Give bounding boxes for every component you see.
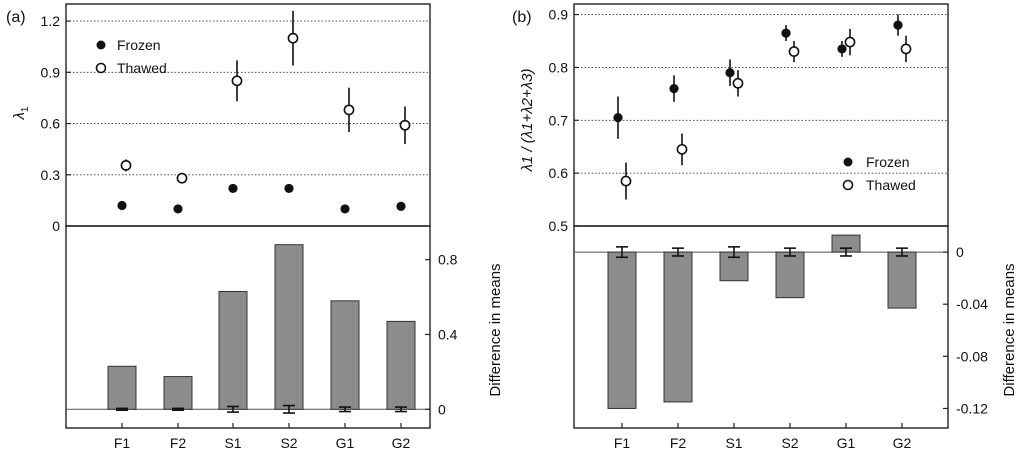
x-tick-label: F2	[170, 435, 187, 451]
panel-a-y-label-symbol: λ	[11, 112, 28, 120]
legend-thawed-marker-a	[95, 62, 107, 74]
x-tick-label: S2	[781, 435, 798, 451]
y-tick-label: 0.8	[549, 59, 569, 75]
point-thawed	[176, 172, 188, 184]
panel-b-top-y-axis: 0.5 0.6 0.7 0.8 0.9	[549, 7, 579, 234]
bar	[107, 365, 137, 410]
bar	[218, 290, 248, 410]
legend-thawed-marker-b	[842, 179, 854, 191]
x-tick-label: F1	[114, 435, 131, 451]
point-thawed	[900, 43, 912, 55]
legend-frozen-marker-b	[843, 157, 853, 167]
point-thawed	[231, 75, 243, 87]
point-thawed	[287, 32, 299, 44]
point-frozen	[613, 113, 623, 123]
panel-a-label: (a)	[6, 9, 26, 26]
bar	[386, 320, 416, 410]
x-tick-label: F2	[670, 435, 687, 451]
y-tick-label: 0.3	[41, 167, 61, 183]
y-tick-label-right: 0	[956, 244, 964, 260]
panel-a-points	[117, 10, 411, 214]
x-tick-label: G1	[837, 435, 856, 451]
panel-b-y-axis-label: λ1 / (λ1+λ2+λ3)	[519, 69, 536, 173]
y-tick-label-right: 0.8	[438, 252, 458, 268]
panel-b-right-axis-label: Difference in means	[1001, 263, 1018, 396]
x-tick-label: G1	[336, 435, 355, 451]
x-tick-label: G2	[392, 435, 411, 451]
point-frozen	[173, 204, 183, 214]
legend-thawed-label-b: Thawed	[866, 177, 916, 193]
panel-a-right-axis-label: Difference in means	[487, 263, 504, 396]
panel-a-top-y-axis: 0 0.3 0.6 0.9 1.2	[41, 13, 71, 234]
panel-a-gridlines	[66, 20, 430, 176]
y-tick-label-right: -0.12	[956, 400, 988, 416]
panel-b-gridlines	[574, 14, 948, 174]
legend-frozen-marker-a	[96, 40, 106, 50]
point-thawed	[399, 119, 411, 131]
y-tick-label: 0.5	[549, 218, 569, 234]
point-thawed	[788, 46, 800, 57]
legend-frozen-label-b: Frozen	[866, 154, 910, 170]
x-tick-label: F1	[614, 435, 631, 451]
y-tick-label: 0.9	[41, 64, 61, 80]
legend-thawed-label-a: Thawed	[117, 60, 167, 76]
x-tick-label: G2	[893, 435, 912, 451]
legend-frozen-label-a: Frozen	[117, 37, 161, 53]
bar	[330, 300, 360, 410]
panel-b-bottom-y-axis: 0 -0.04 -0.08 -0.12	[943, 244, 988, 416]
point-thawed	[120, 159, 132, 171]
panel-b-label: (b)	[512, 9, 532, 26]
x-tick-label: S2	[280, 435, 297, 451]
panel-a-bars	[66, 244, 430, 414]
panel-b-bottom-frame	[573, 225, 949, 429]
point-frozen	[284, 183, 294, 194]
x-tick-label: S1	[725, 435, 742, 451]
point-frozen	[396, 201, 406, 211]
panel-a-y-axis-label: λ1	[11, 106, 31, 120]
y-tick-label: 0.9	[549, 7, 569, 23]
x-tick-label: S1	[224, 435, 241, 451]
panel-a-legend: Frozen Thawed	[95, 37, 167, 76]
point-thawed	[844, 36, 856, 48]
y-tick-label: 0	[52, 218, 60, 234]
panel-a-bottom-frame	[65, 225, 431, 429]
y-tick-label-right: 0	[438, 401, 446, 417]
point-thawed	[732, 77, 744, 89]
point-frozen	[893, 20, 903, 30]
point-frozen	[669, 83, 679, 94]
y-tick-label: 0.6	[549, 165, 569, 181]
panel-a-y-label-subscript: 1	[20, 106, 31, 112]
point-thawed	[620, 175, 632, 187]
bar	[775, 251, 805, 299]
point-frozen	[781, 28, 791, 38]
y-tick-label-right: 0.4	[438, 326, 458, 342]
point-frozen	[725, 68, 735, 78]
point-frozen	[340, 204, 350, 214]
y-tick-label-right: -0.08	[956, 348, 988, 364]
panel-b-x-axis: F1 F2 S1 S2 G1 G2	[614, 423, 912, 451]
panel-a-bottom-y-axis: 0 0.4 0.8	[425, 252, 458, 417]
y-tick-label: 0.6	[41, 116, 61, 132]
bar	[274, 244, 304, 410]
panel-a-x-axis: F1 F2 S1 S2 G1 G2	[114, 423, 411, 451]
panel-b-bars	[574, 234, 948, 409]
y-tick-label: 1.2	[41, 13, 61, 29]
point-frozen	[228, 183, 238, 194]
bar	[887, 251, 917, 309]
panel-b-legend: Frozen Thawed	[842, 154, 916, 193]
point-thawed	[676, 143, 688, 155]
panel-a: (a) 00.30.60.91.2 λ1 Frozen Thawed 00.40…	[6, 3, 504, 451]
y-tick-label-right: -0.04	[956, 296, 988, 312]
panel-b-points	[613, 14, 912, 200]
point-frozen	[837, 44, 847, 54]
point-frozen	[117, 200, 127, 211]
panel-b: (b) 0.5 0.6 0.7 0.8 0.9 λ1 / (λ1+λ2+λ3) Froz…	[512, 3, 1018, 451]
bar	[163, 376, 193, 410]
bar	[663, 251, 693, 403]
bar	[607, 251, 637, 409]
point-thawed	[343, 104, 355, 116]
y-tick-label: 0.7	[549, 112, 569, 128]
